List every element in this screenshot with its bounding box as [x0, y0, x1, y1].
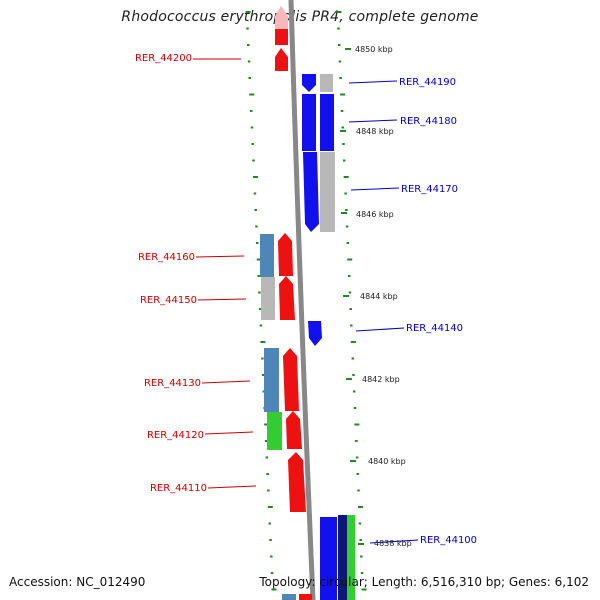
gene-label-rer-44170: RER_44170	[401, 184, 458, 195]
gene-navy-block	[338, 515, 347, 600]
gene-gray-block-44170	[320, 152, 335, 232]
leader-rer-44120	[204, 431, 254, 435]
gene-green-block	[267, 412, 282, 450]
leader-rer-44170	[350, 187, 400, 191]
gene-body-rer-44180	[302, 94, 316, 151]
gene-label-rer-44160: RER_44160	[138, 252, 195, 263]
gene-arrow-rer-44120	[286, 411, 302, 449]
gene-label-rer-44110: RER_44110	[150, 483, 207, 494]
gene-label-leaders	[193, 58, 419, 544]
accession-text: Accession: NC_012490	[9, 575, 146, 589]
gene-label-rer-44130: RER_44130	[144, 378, 201, 389]
gene-gray-block-44190	[320, 74, 333, 92]
scale-label-4846: 4846 kbp	[356, 210, 394, 219]
scale-label-4844: 4844 kbp	[360, 292, 398, 301]
right-tick-marks	[336, 11, 367, 591]
leader-rer-44100	[369, 539, 419, 544]
gene-body-rer-44210-lower	[275, 29, 288, 45]
gene-label-rer-44100: RER_44100	[420, 535, 477, 546]
gene-steelblue-block-2	[264, 348, 279, 412]
leader-rer-44140	[355, 327, 405, 332]
leader-rer-44160	[195, 255, 245, 258]
gene-steelblue-block-bottom	[282, 594, 296, 600]
gene-label-rer-44150: RER_44150	[140, 295, 197, 306]
scale-labels: 4850 kbp 4848 kbp 4846 kbp 4844 kbp 4842…	[340, 45, 412, 548]
gene-arrow-rer-44210	[275, 6, 288, 29]
scale-label-4848: 4848 kbp	[356, 127, 394, 136]
gene-blue-block-44180	[320, 94, 334, 151]
genome-title: Rhodococcus erythropolis PR4, complete g…	[121, 9, 479, 25]
gene-features	[260, 6, 355, 600]
leader-rer-44130	[201, 380, 251, 384]
gene-body-rer-44100	[320, 517, 337, 600]
scale-label-4838: 4838 kbp	[374, 539, 412, 548]
gene-label-rer-44180: RER_44180	[400, 116, 457, 127]
scale-label-4850: 4850 kbp	[355, 45, 393, 54]
gene-label-rer-44120: RER_44120	[147, 430, 204, 441]
leader-rer-44110	[207, 485, 257, 489]
leader-rer-44150	[197, 298, 247, 301]
gene-gray-block-1	[261, 277, 275, 320]
scale-label-4842: 4842 kbp	[362, 375, 400, 384]
gene-arrow-rer-44110	[288, 452, 306, 512]
gene-arrow-rer-44200	[275, 48, 288, 71]
gene-steelblue-block-1	[260, 234, 274, 277]
gene-red-block-bottom	[299, 594, 312, 600]
gene-label-rer-44200: RER_44200	[135, 53, 192, 64]
leader-rer-44180	[348, 119, 398, 123]
gene-arrow-rer-44130	[283, 348, 299, 411]
genome-backbone	[288, 0, 316, 600]
scale-label-4840: 4840 kbp	[368, 457, 406, 466]
gene-arrow-rer-44190	[302, 74, 316, 92]
topology-text: Topology: circular; Length: 6,516,310 bp…	[259, 575, 589, 589]
gene-arrow-rer-44170	[303, 152, 319, 232]
gene-label-rer-44140: RER_44140	[406, 323, 463, 334]
gene-arrow-rer-44150	[279, 276, 295, 320]
gene-arrow-rer-44160	[278, 233, 293, 276]
gene-labels: RER_44200 RER_44160 RER_44150 RER_44130 …	[135, 53, 477, 546]
gene-green-block-right	[347, 515, 355, 600]
gene-arrow-rer-44140	[308, 321, 322, 346]
leader-rer-44190	[348, 80, 398, 84]
gene-label-rer-44190: RER_44190	[399, 77, 456, 88]
